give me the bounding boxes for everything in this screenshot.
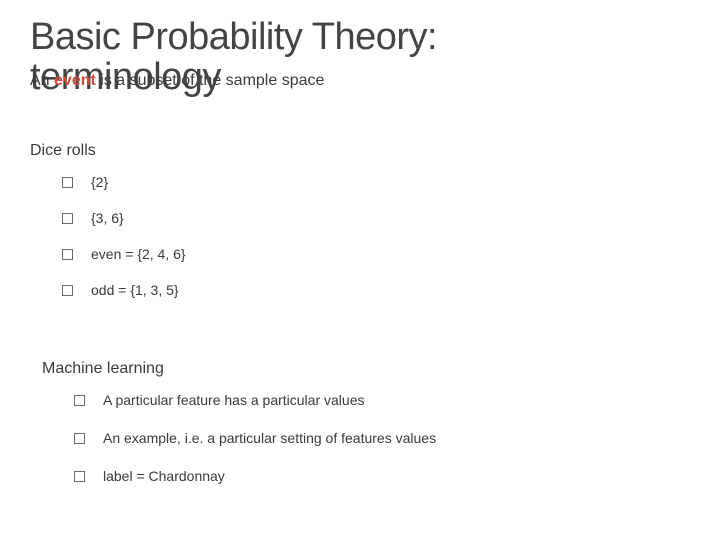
list-item: {2} [62, 174, 186, 190]
item-text: even = {2, 4, 6} [91, 246, 186, 262]
item-text: A particular feature has a particular va… [103, 392, 364, 408]
list-item: even = {2, 4, 6} [62, 246, 186, 262]
ml-block: Machine learning A particular feature ha… [42, 360, 436, 506]
subtitle-rest: is a subset of the sample space [96, 72, 325, 89]
slide: Basic Probability Theory: terminology An… [0, 0, 720, 540]
item-text: label = Chardonnay [103, 468, 225, 484]
list-item: odd = {1, 3, 5} [62, 282, 186, 298]
checkbox-icon [74, 395, 85, 406]
list-item: An example, i.e. a particular setting of… [74, 430, 436, 446]
list-item: label = Chardonnay [74, 468, 436, 484]
checkbox-icon [62, 249, 73, 260]
item-text: {2} [91, 174, 108, 190]
checkbox-icon [74, 471, 85, 482]
checkbox-icon [62, 213, 73, 224]
title-line1: Basic Probability Theory: [30, 16, 437, 58]
ml-heading: Machine learning [42, 360, 436, 378]
item-text: odd = {1, 3, 5} [91, 282, 179, 298]
dice-block: Dice rolls {2} {3, 6} even = {2, 4, 6} o… [30, 142, 186, 318]
checkbox-icon [74, 433, 85, 444]
checkbox-icon [62, 177, 73, 188]
dice-list: {2} {3, 6} even = {2, 4, 6} odd = {1, 3,… [62, 174, 186, 298]
subtitle-text: An event is a subset of the sample space [30, 72, 324, 89]
list-item: {3, 6} [62, 210, 186, 226]
item-text: An example, i.e. a particular setting of… [103, 430, 436, 446]
item-text: {3, 6} [91, 210, 124, 226]
checkbox-icon [62, 285, 73, 296]
subtitle-event: event [54, 72, 96, 89]
subtitle-prefix: An [30, 72, 54, 89]
ml-list: A particular feature has a particular va… [74, 392, 436, 484]
list-item: A particular feature has a particular va… [74, 392, 436, 408]
subtitle: An event is a subset of the sample space [30, 72, 324, 90]
dice-heading: Dice rolls [30, 142, 186, 160]
